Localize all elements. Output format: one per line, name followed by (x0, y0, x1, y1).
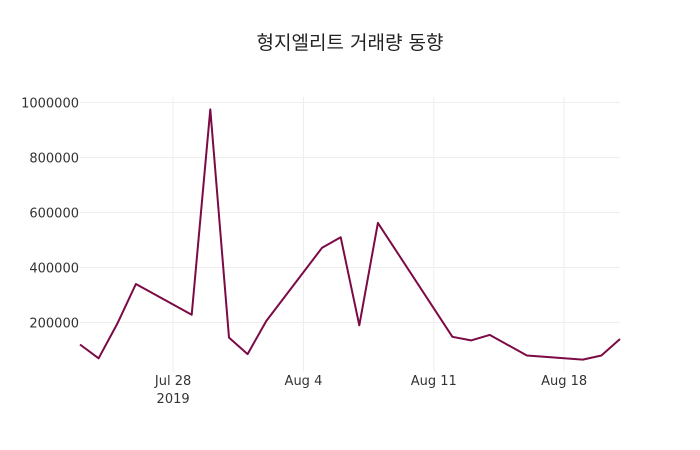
chart-title: 형지엘리트 거래량 동향 (256, 32, 444, 54)
x-tick-label: Jul 28 (154, 374, 191, 389)
y-tick-label: 1000000 (21, 97, 79, 112)
x-tick-year-label: 2019 (157, 392, 190, 407)
y-tick-label: 600000 (29, 207, 79, 222)
x-tick-label: Aug 18 (541, 374, 587, 389)
series-line (79, 108, 621, 361)
y-tick-label: 200000 (29, 317, 79, 332)
grid-lines (80, 97, 620, 372)
x-tick-label: Aug 11 (411, 374, 457, 389)
y-tick-label: 400000 (29, 262, 79, 277)
series-layer (79, 108, 621, 361)
y-tick-label: 800000 (29, 152, 79, 167)
axis-labels: 200000 400000 600000 800000 1000000 Jul 28 201… (21, 97, 587, 408)
x-tick-label: Aug 4 (285, 374, 323, 389)
